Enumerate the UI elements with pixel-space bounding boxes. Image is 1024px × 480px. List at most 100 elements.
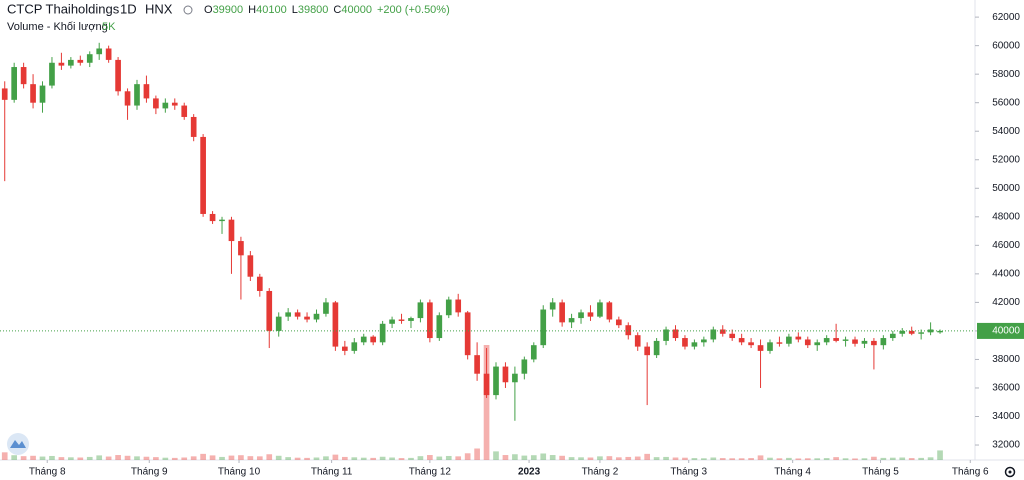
y-tick-label: 34000 [992, 411, 1020, 422]
volume-bar [77, 457, 84, 460]
candle-body [521, 359, 528, 374]
candle-body [398, 319, 405, 321]
y-tick-label: 48000 [992, 211, 1020, 222]
candle-body [719, 329, 726, 334]
candle-body [58, 62, 65, 66]
volume-bar [134, 456, 140, 460]
x-tick-label: Tháng 11 [311, 467, 353, 478]
ohlc-key: L [292, 4, 298, 16]
candle-body [389, 319, 395, 324]
candle-body [530, 345, 537, 360]
candle-body [710, 329, 717, 340]
volume-bar [512, 454, 518, 460]
settings[interactable] [1004, 466, 1016, 478]
volume-bar [190, 456, 197, 460]
candle-body [682, 338, 688, 347]
volume-bar [672, 457, 679, 460]
candle-body [823, 338, 830, 343]
candle-body [908, 330, 915, 334]
volume-bar [549, 455, 556, 460]
candle-body [313, 313, 320, 320]
candle-body [795, 336, 802, 340]
candle-body [49, 62, 55, 86]
volume-bar [58, 457, 65, 460]
settings-icon[interactable] [1004, 466, 1016, 478]
volume-bar [918, 457, 924, 460]
volume-bar [606, 456, 613, 460]
volume-bar [11, 455, 18, 460]
candle-body [757, 345, 764, 351]
volume-bar [559, 455, 565, 460]
candle-body [852, 339, 858, 344]
volume-bar [871, 456, 877, 460]
volume-bar [634, 456, 641, 460]
logo-shape[interactable] [10, 440, 26, 448]
candle-body [786, 336, 792, 344]
volume-bar [823, 458, 830, 460]
settings-icon-center[interactable] [1008, 470, 1012, 474]
candle-body [370, 336, 377, 343]
volume-bar [861, 458, 868, 460]
volume-bar [804, 458, 811, 460]
candle-body [559, 302, 565, 323]
candle-body [162, 102, 169, 109]
ohlc-key: C [333, 4, 341, 16]
candle-body [615, 319, 622, 326]
volume-bar [710, 457, 717, 460]
volume-bar [757, 455, 764, 460]
candle-body [285, 312, 291, 317]
volume-bar [748, 458, 754, 460]
candle-body [899, 330, 906, 334]
ohlc-key: O [204, 4, 213, 16]
candle-body [455, 299, 462, 313]
candle-body [20, 67, 27, 85]
candle-body [502, 366, 509, 383]
volume-bar [256, 456, 263, 460]
candle-body [748, 342, 754, 346]
candle-body [663, 329, 669, 341]
candle-body [190, 116, 197, 137]
volume-bar [445, 455, 452, 460]
volume-bar [323, 456, 329, 460]
candle-body [880, 338, 887, 346]
ohlc-value: 39800 [298, 4, 329, 16]
x-tick-label: Tháng 6 [952, 467, 989, 478]
candle-body [238, 241, 244, 256]
volume-bar [436, 456, 443, 460]
volume-bar [68, 457, 74, 460]
volume-bar [342, 456, 348, 460]
volume-bar [540, 453, 547, 460]
volume-bar [398, 458, 405, 460]
candle-body [275, 316, 282, 331]
candle-body [77, 59, 84, 63]
candle-body [181, 105, 188, 117]
y-tick-label: 46000 [992, 240, 1020, 251]
volume-bar [266, 454, 273, 460]
candle-body [304, 316, 310, 320]
volume-bar [474, 448, 480, 460]
y-tick-label: 58000 [992, 69, 1020, 80]
volume-bar [852, 458, 858, 460]
candle-body [209, 213, 216, 222]
volume-bar [20, 456, 27, 460]
x-tick-label: Tháng 8 [29, 467, 66, 478]
volume-bar [294, 457, 301, 460]
candle-body [342, 346, 348, 351]
candle-body [427, 302, 433, 339]
status-icon[interactable] [183, 5, 193, 15]
candle-body [483, 373, 490, 396]
candle-body [814, 342, 821, 346]
symbol-title: CTCP Thaiholdings [7, 1, 120, 16]
volume-bar [786, 457, 792, 460]
candle-body [171, 102, 178, 106]
candle-body [918, 332, 924, 334]
marks [0, 42, 975, 460]
volume-bar [597, 456, 603, 460]
volume-bar [842, 458, 849, 460]
volume-bar [408, 457, 414, 460]
logo[interactable] [7, 433, 29, 455]
volume-bar [502, 455, 509, 460]
candle-body [493, 366, 499, 396]
volume-bar [351, 457, 358, 460]
candle-body [30, 84, 36, 103]
